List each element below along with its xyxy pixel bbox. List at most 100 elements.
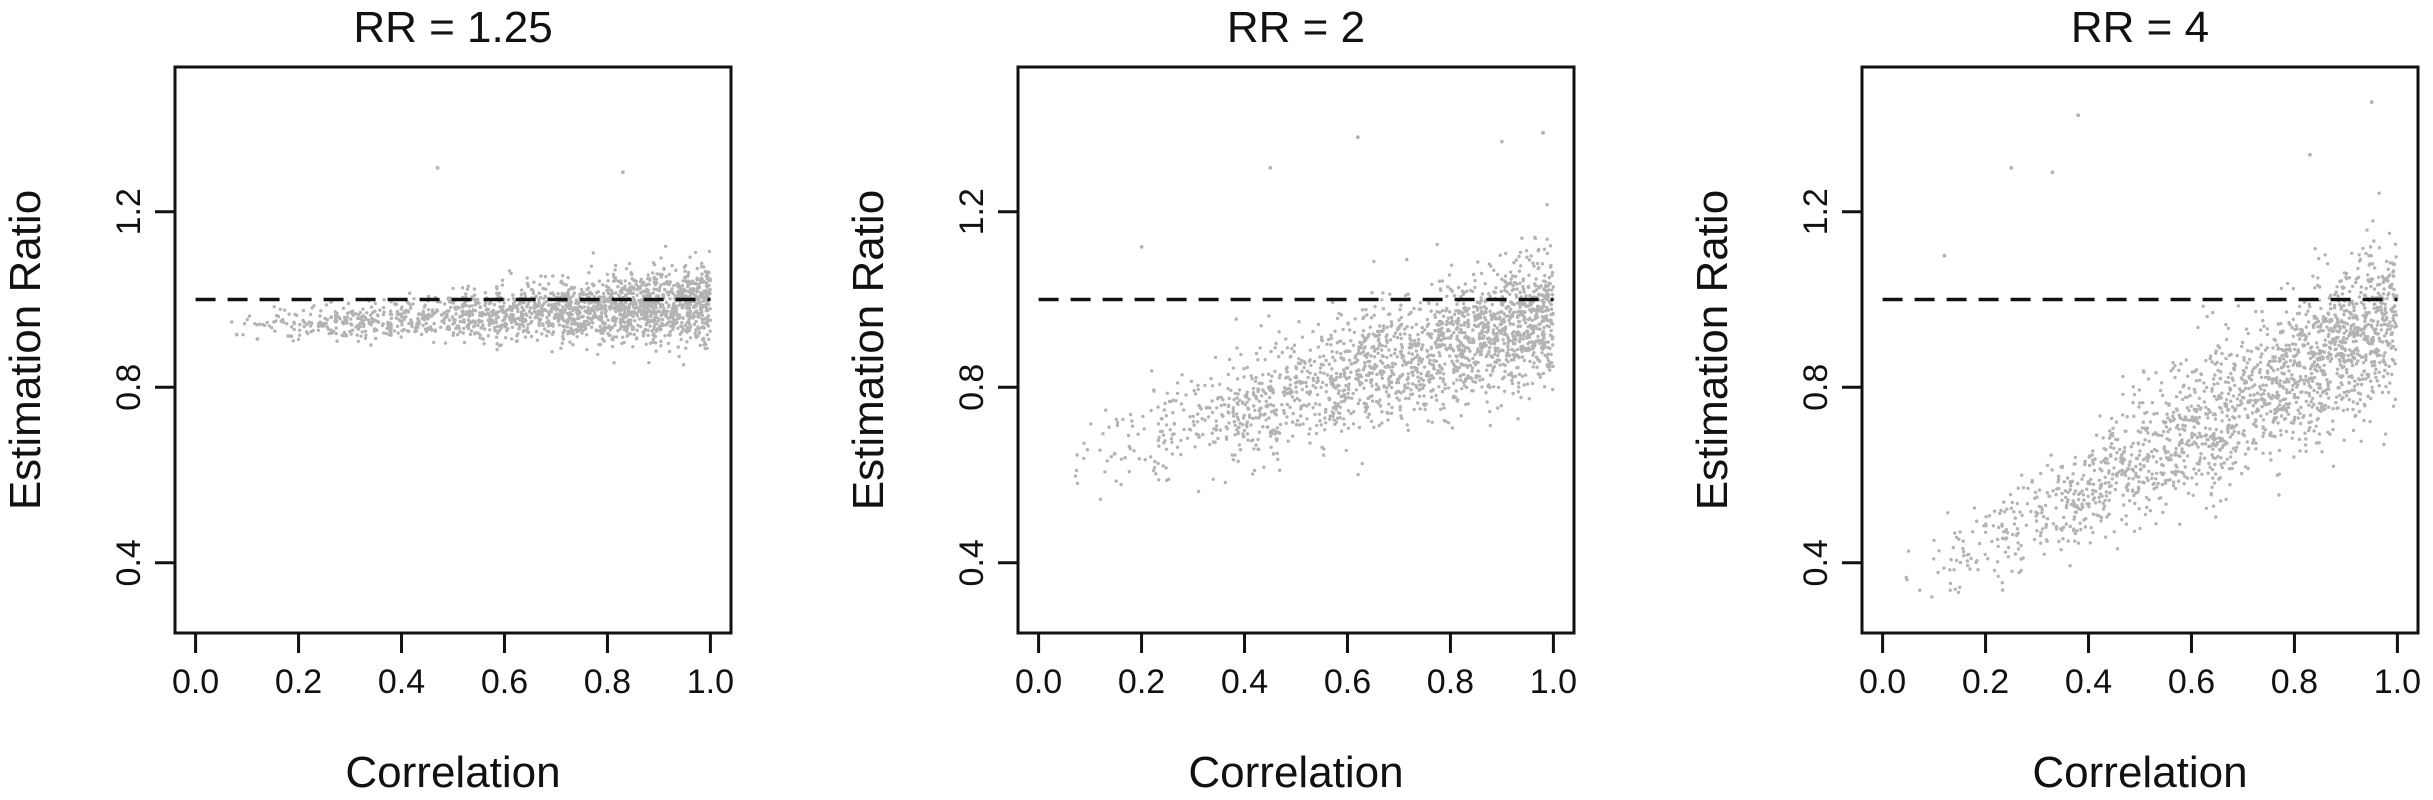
data-point: [1189, 379, 1194, 383]
data-point: [1423, 407, 1427, 412]
data-point: [1972, 506, 1977, 510]
data-point: [2240, 344, 2244, 349]
data-point: [1543, 273, 1547, 278]
data-point: [2005, 507, 2009, 511]
data-point: [1445, 319, 1449, 324]
data-point: [635, 314, 639, 318]
data-point: [2094, 433, 2099, 437]
data-point: [2180, 441, 2184, 445]
data-point: [1269, 445, 1273, 449]
data-point: [617, 293, 621, 298]
data-point: [2083, 462, 2087, 467]
data-point: [1384, 344, 1388, 348]
data-point: [1506, 360, 1510, 364]
data-point: [1535, 365, 1539, 369]
data-point: [353, 312, 358, 316]
data-point: [478, 311, 482, 315]
data-point: [1388, 312, 1392, 316]
data-point: [532, 310, 537, 314]
data-point: [668, 290, 672, 294]
data-point: [499, 343, 503, 347]
data-point: [1506, 351, 1510, 356]
data-point: [1175, 445, 1180, 449]
data-point: [462, 326, 466, 331]
data-point: [700, 313, 705, 317]
data-point: [1142, 427, 1146, 431]
data-point: [2368, 245, 2373, 249]
data-point: [528, 306, 533, 310]
data-point: [1466, 324, 1470, 329]
data-point: [1398, 374, 1402, 378]
data-point: [1535, 314, 1539, 318]
data-point: [2199, 434, 2204, 439]
data-point: [2302, 365, 2306, 370]
data-point: [1518, 337, 1522, 341]
data-point: [1434, 393, 1438, 398]
data-point: [526, 323, 530, 327]
data-point: [1292, 343, 1297, 347]
data-point: [2271, 346, 2275, 350]
data-point: [2220, 410, 2224, 414]
data-point: [1447, 273, 1452, 277]
data-point: [623, 324, 628, 329]
data-point: [606, 291, 611, 295]
data-point: [1157, 435, 1161, 440]
data-point: [592, 283, 596, 287]
data-point: [495, 291, 499, 295]
data-point: [1336, 402, 1340, 406]
data-point: [334, 320, 338, 324]
data-point: [2390, 332, 2394, 336]
data-point: [2354, 280, 2358, 285]
data-point: [670, 263, 674, 268]
data-point: [2254, 447, 2258, 451]
data-point: [632, 305, 636, 309]
data-point: [1536, 372, 1541, 376]
data-point: [1404, 362, 1409, 367]
data-point: [1550, 273, 1554, 277]
data-point: [2290, 388, 2294, 392]
data-point: [404, 315, 408, 319]
data-point: [600, 311, 604, 315]
data-point: [283, 308, 287, 312]
data-point: [466, 284, 470, 288]
data-point: [400, 320, 404, 324]
data-point: [655, 272, 659, 276]
data-point: [370, 316, 374, 321]
data-point: [1515, 366, 1519, 370]
data-point: [623, 320, 627, 325]
data-point: [1419, 347, 1424, 352]
data-point: [601, 300, 606, 304]
data-point: [2299, 405, 2303, 410]
data-point: [1356, 472, 1360, 477]
data-point: [539, 274, 543, 278]
data-point: [483, 327, 487, 331]
data-point: [700, 278, 705, 282]
data-point: [2335, 367, 2340, 371]
data-point: [1300, 358, 1304, 363]
data-point: [1542, 287, 1546, 291]
data-point: [637, 309, 641, 313]
data-point: [368, 313, 373, 317]
data-point: [1370, 378, 1374, 382]
data-point: [1311, 405, 1315, 410]
data-point: [382, 310, 386, 314]
data-point: [556, 292, 560, 296]
data-point: [2147, 439, 2151, 443]
data-point: [1532, 327, 1536, 331]
data-point: [1405, 423, 1409, 427]
data-point: [426, 294, 431, 299]
data-point: [1544, 284, 1548, 289]
data-point: [1233, 391, 1238, 396]
data-point: [1327, 337, 1331, 342]
data-point: [1399, 336, 1404, 341]
data-point: [2391, 261, 2395, 265]
data-points: [230, 166, 713, 367]
data-point: [646, 288, 650, 292]
data-point: [1154, 472, 1158, 476]
data-point: [1349, 370, 1353, 374]
data-point: [643, 302, 647, 307]
data-point: [676, 292, 681, 296]
data-point: [1223, 480, 1228, 485]
data-point: [1375, 329, 1380, 334]
data-point: [358, 321, 362, 326]
